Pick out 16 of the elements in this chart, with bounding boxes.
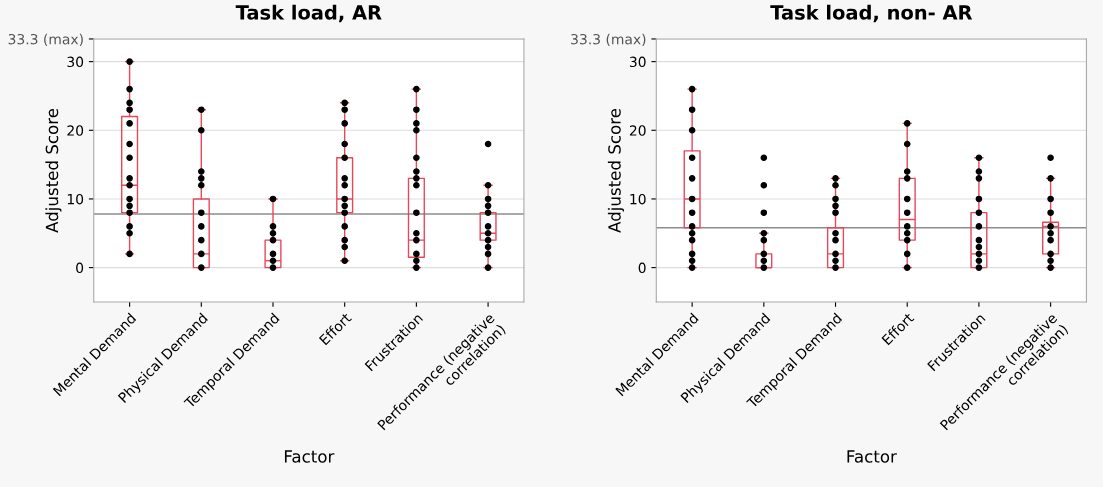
y-tick-label: 30 [629,56,646,68]
y-tick-label: 30 [67,56,84,68]
y-tick-label: 0 [76,262,84,274]
y-tick-label: 10 [630,193,646,205]
y-axis-title: Adjusted Score [45,108,62,233]
y-tick-label: 33.3 (max) [8,33,83,47]
y-axis-title: Adjusted Score [607,108,625,233]
chart-title: Task load, AR [235,4,382,23]
x-axis-title: Factor [284,450,335,463]
chart-title: Task load, non- AR [770,4,973,23]
y-tick-label: 20 [629,125,646,136]
y-tick-label: 10 [67,193,84,205]
y-tick-label: 20 [67,125,84,136]
y-tick-label: 33.3 (max) [571,33,646,47]
y-tick-label: 0 [638,262,646,274]
x-axis-title: Factor [847,450,897,463]
